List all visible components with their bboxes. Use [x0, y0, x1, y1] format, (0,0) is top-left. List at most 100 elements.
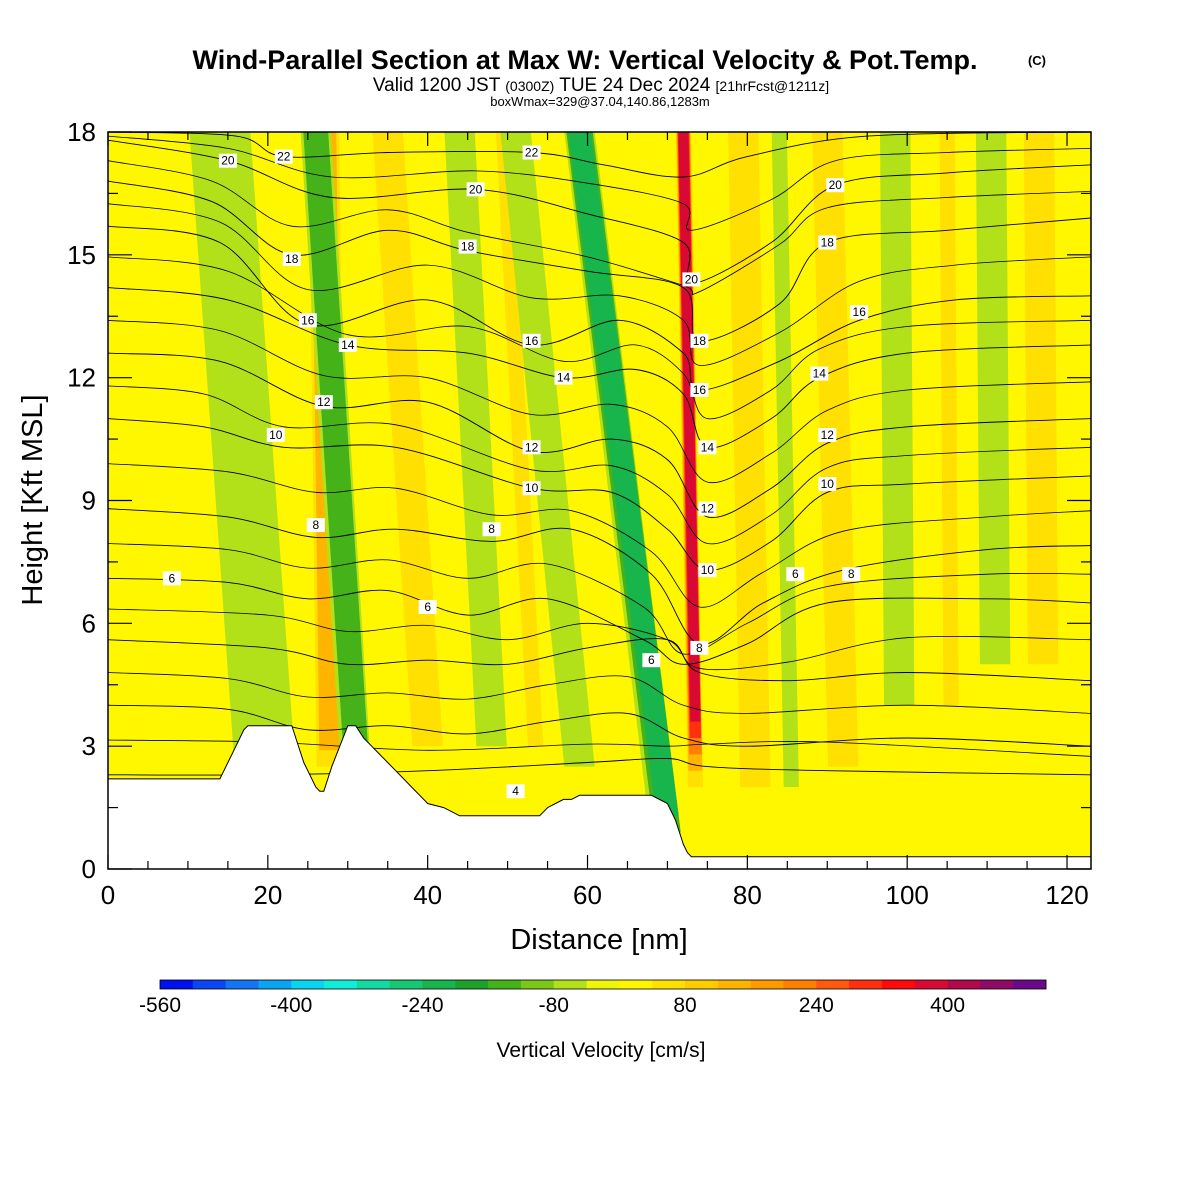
contour-label-20-1: 20 — [466, 182, 485, 197]
colorbar-swatch-26 — [1013, 980, 1047, 989]
colorbar-swatch-11 — [520, 980, 555, 989]
y-tick-label-0: 0 — [82, 854, 96, 884]
contour-label-text: 20 — [221, 154, 235, 168]
contour-label-text: 14 — [701, 440, 715, 454]
contour-label-text: 16 — [301, 313, 315, 327]
x-tick-label-40: 40 — [413, 880, 442, 910]
contour-label-text: 6 — [169, 571, 176, 585]
isentrope-12 — [108, 352, 1091, 519]
contour-label-text: 14 — [813, 367, 827, 381]
y-tick-label-6: 6 — [82, 608, 96, 638]
contour-label-6-2: 6 — [642, 653, 661, 668]
contour-label-8-2: 8 — [690, 640, 709, 655]
velocity-band-15-level-0 — [1023, 132, 1059, 665]
contour-label-text: 18 — [285, 252, 299, 266]
colorbar-swatch-13 — [586, 980, 620, 989]
contour-label-22-0: 22 — [274, 149, 293, 164]
x-axis-label: Distance [nm] — [510, 924, 687, 956]
contour-label-text: 4 — [512, 784, 519, 798]
contour-label-8-1: 8 — [482, 522, 501, 537]
velocity-band-11-level-0 — [812, 132, 859, 767]
velocity-band-5-level-0 — [496, 132, 544, 747]
colorbar-swatch-1 — [192, 980, 227, 989]
colorbar-swatch-14 — [619, 980, 653, 989]
colorbar-swatch-16 — [685, 980, 719, 989]
contour-label-18-2: 18 — [690, 333, 709, 348]
valid-utc: (0300Z) — [505, 78, 554, 94]
contour-label-20-0: 20 — [218, 153, 237, 168]
contour-label-12-1: 12 — [522, 440, 541, 455]
isentrope-14 — [108, 287, 1091, 449]
isentrope-intermediate-9 — [108, 160, 1091, 295]
contour-label-text: 12 — [701, 502, 715, 516]
contour-label-6-3: 6 — [786, 567, 805, 582]
contour-label-12-3: 12 — [818, 428, 837, 442]
contour-label-text: 12 — [821, 428, 835, 442]
contour-label-16-0: 16 — [298, 313, 317, 328]
colorbar-tick--400: -400 — [270, 994, 312, 1017]
colorbar-swatch-5 — [324, 980, 358, 989]
x-tick-label-60: 60 — [573, 880, 602, 910]
colorbar-swatch-3 — [258, 980, 292, 989]
contour-label-14-1: 14 — [554, 370, 573, 385]
isentrope-intermediate-1 — [108, 672, 1091, 714]
isentrope-intermediate-10 — [108, 135, 1091, 231]
contour-label-8-3: 8 — [842, 567, 861, 582]
contour-label-text: 8 — [696, 641, 703, 655]
colorbar-swatch-21 — [849, 980, 883, 989]
colorbar-swatch-2 — [225, 980, 259, 989]
isentrope-20 — [108, 139, 1091, 284]
colorbar-swatch-9 — [455, 980, 489, 989]
colorbar-tick--240: -240 — [401, 994, 443, 1017]
contour-label-text: 6 — [792, 567, 799, 581]
chart-title: Wind-Parallel Section at Max W: Vertical… — [193, 45, 978, 75]
isentrope-4 — [108, 704, 1091, 747]
colorbar-tick--80: -80 — [539, 994, 569, 1017]
contour-label-14-0: 14 — [338, 337, 357, 352]
contour-label-text: 18 — [693, 334, 707, 348]
y-tick-label-9: 9 — [82, 486, 96, 516]
contour-label-text: 16 — [693, 383, 707, 397]
colorbar-swatch-0 — [160, 980, 194, 989]
velocity-band-7-level-2 — [568, 132, 679, 816]
contour-label-text: 22 — [277, 150, 291, 164]
valid-date: TUE 24 Dec 2024 — [559, 75, 710, 96]
velocity-band-14-level-0 — [975, 132, 1011, 665]
y-axis: 0 3 6 9 12 15 18 — [67, 117, 1091, 884]
copyright-mark: (C) — [1028, 53, 1046, 68]
contour-label-18-1: 18 — [458, 239, 477, 254]
velocity-band-13-level-0 — [939, 132, 959, 706]
terrain-mask — [108, 725, 1091, 869]
contour-label-text: 10 — [525, 481, 539, 495]
velocity-band-2-level-1 — [303, 132, 369, 751]
contour-label-text: 10 — [701, 563, 715, 577]
colorbar-swatch-19 — [783, 980, 817, 989]
velocity-band-6-level-0 — [500, 132, 595, 767]
contour-label-text: 14 — [341, 338, 355, 352]
contour-label-text: 20 — [469, 182, 483, 196]
contour-label-22-1: 22 — [522, 145, 541, 160]
colorbar-tick-80: 80 — [673, 994, 696, 1017]
velocity-band-3-level-0 — [372, 132, 443, 747]
vertical-velocity-shading — [189, 132, 1059, 849]
contour-label-16-2: 16 — [690, 383, 709, 397]
valid-time-line: Valid 1200 JST (0300Z) TUE 24 Dec 2024 [… — [373, 75, 829, 96]
colorbar-swatch-18 — [750, 980, 784, 989]
contour-label-text: 8 — [488, 522, 495, 536]
plot-area: 4 6 6 6 6 8 8 8 8 10 10 10 10 12 12 12 12 14 14 14 14 16 16 16 1… — [108, 132, 1091, 869]
velocity-band-12-level-0 — [880, 132, 915, 706]
colorbar-swatch-23 — [914, 980, 948, 989]
contour-label-text: 8 — [848, 567, 855, 581]
colorbar-tick--560: -560 — [139, 994, 181, 1017]
x-axis: 0 20 40 60 80 100 120 — [101, 132, 1089, 910]
colorbar-tick-240: 240 — [799, 994, 834, 1017]
contour-label-10-0: 10 — [266, 428, 285, 442]
isentrope-intermediate-5 — [108, 385, 1091, 545]
contour-label-text: 20 — [685, 272, 699, 286]
velocity-band-0-level-0 — [189, 132, 299, 808]
contour-label-6-1: 6 — [418, 600, 437, 614]
contour-label-text: 12 — [317, 395, 331, 409]
isentrope-6 — [108, 577, 1091, 665]
contour-labels: 4 6 6 6 6 8 8 8 8 10 10 10 10 12 12 12 12 14 14 14 14 16 16 16 1… — [162, 145, 869, 799]
